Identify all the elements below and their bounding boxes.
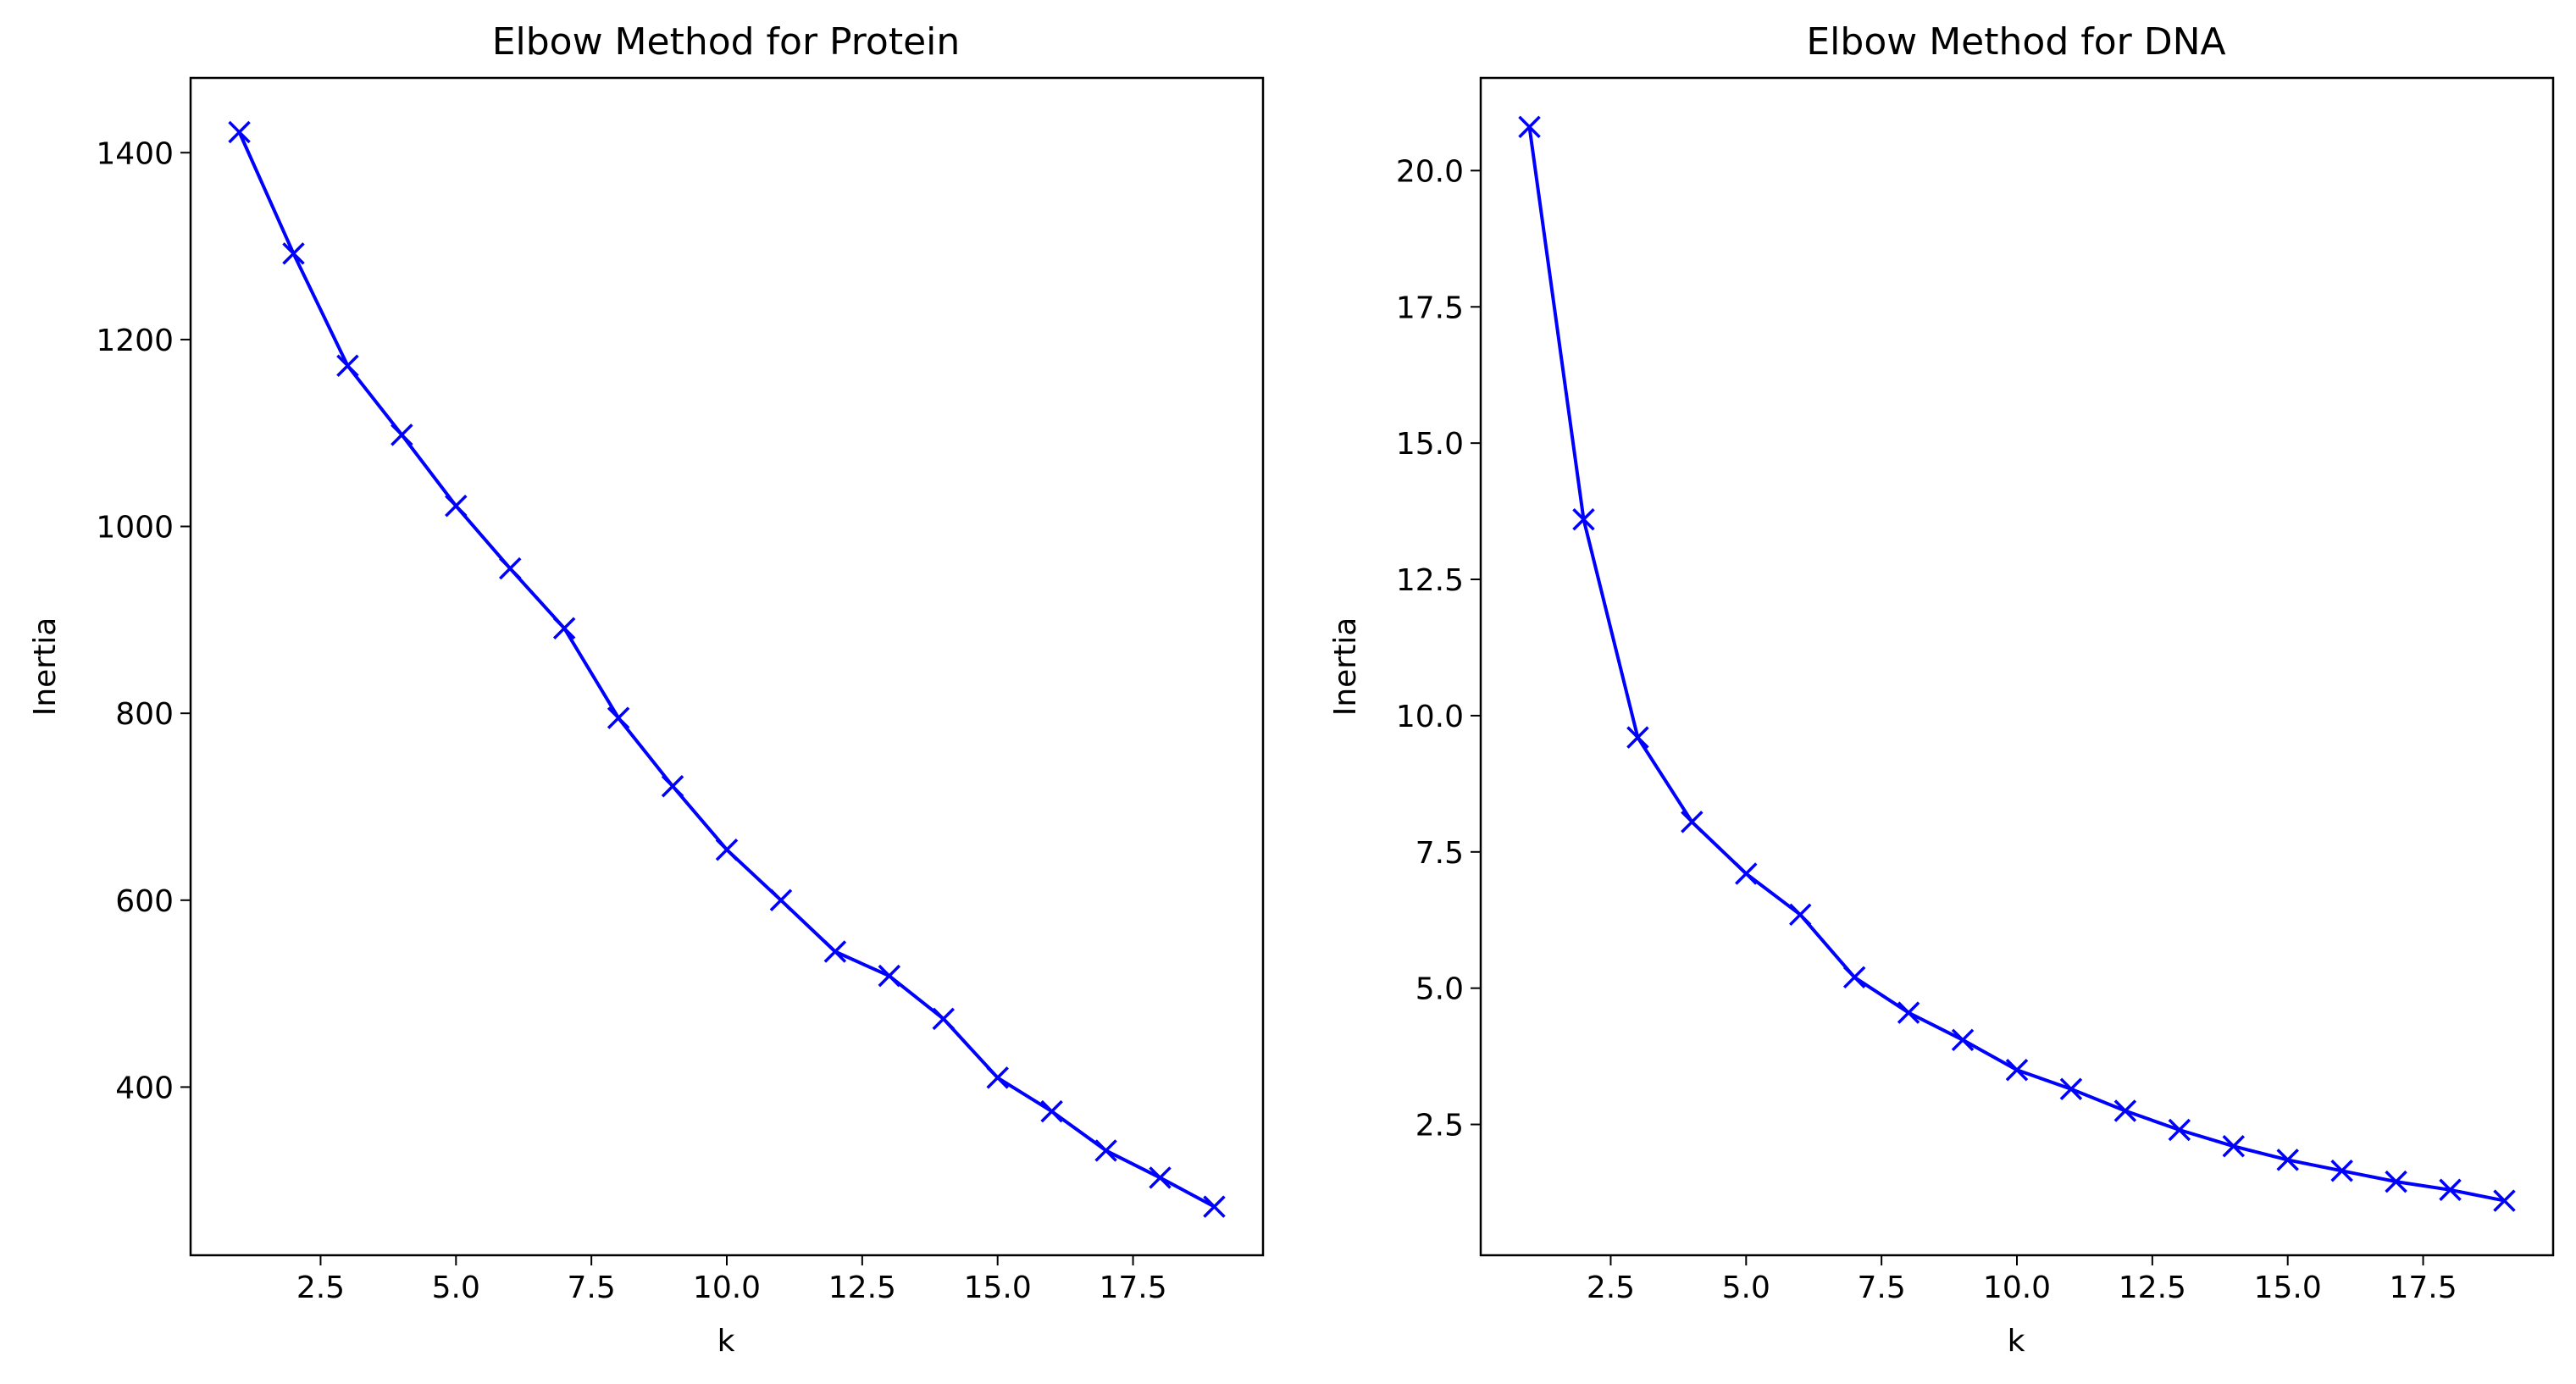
dna-x-tick-label: 15.0 xyxy=(2254,1271,2322,1305)
dna-data-point xyxy=(2493,1189,2516,1212)
dna-x-tick-label: 10.0 xyxy=(1983,1271,2051,1305)
dna-data-point xyxy=(1897,1001,1920,1024)
dna-x-tick-label: 5.0 xyxy=(1722,1271,1770,1305)
dna-x-tick-label: 2.5 xyxy=(1587,1271,1635,1305)
dna-x-tick-label: 7.5 xyxy=(1858,1271,1906,1305)
protein-data-point xyxy=(282,242,305,265)
dna-data-point xyxy=(2168,1118,2191,1142)
protein-y-tick-label: 800 xyxy=(115,697,174,732)
dna-x-axis-label: k xyxy=(2008,1324,2025,1359)
protein-data-point xyxy=(336,354,359,378)
dna-data-point xyxy=(2330,1160,2353,1182)
protein-x-tick-label: 2.5 xyxy=(296,1271,345,1305)
protein-x-tick-label: 10.0 xyxy=(693,1271,761,1305)
protein-subplot: Elbow Method for Protein 2.5 5.0 7.5 10.0 12… xyxy=(28,20,1265,1359)
dna-y-tick-label: 7.5 xyxy=(1415,836,1464,871)
protein-data-point xyxy=(986,1066,1009,1089)
protein-data-point xyxy=(769,889,793,912)
protein-axes-frame xyxy=(189,76,1265,1257)
dna-data-point xyxy=(2439,1178,2462,1202)
dna-axes-frame xyxy=(1479,76,2555,1257)
dna-data-point xyxy=(2059,1077,2083,1100)
dna-y-tick-label: 5.0 xyxy=(1415,972,1464,1007)
dna-data-point xyxy=(1626,726,1649,749)
protein-x-tick-label: 12.5 xyxy=(828,1271,896,1305)
dna-data-point xyxy=(1518,115,1541,139)
dna-y-tick-label: 2.5 xyxy=(1415,1109,1464,1143)
protein-x-tick-label: 17.5 xyxy=(1099,1271,1166,1305)
protein-y-tick-label: 1400 xyxy=(96,136,174,171)
dna-data-point xyxy=(1842,966,1866,989)
dna-y-tick-label: 17.5 xyxy=(1396,291,1464,325)
protein-data-point xyxy=(823,940,847,963)
protein-data-point xyxy=(552,617,576,640)
protein-data-point xyxy=(1203,1195,1226,1218)
dna-y-tick-label: 20.0 xyxy=(1396,154,1464,189)
dna-data-point xyxy=(1789,903,1812,927)
dna-data-point xyxy=(2276,1149,2299,1171)
dna-data-point xyxy=(2005,1058,2029,1082)
protein-data-point xyxy=(607,706,630,729)
dna-data-point xyxy=(1572,508,1595,531)
dna-plot-area: 2.5 5.0 7.5 10.0 12.5 15.0 17.5 2.5 5.0 7.5 10.0 12… xyxy=(1396,115,2516,1305)
protein-data-point xyxy=(1149,1166,1172,1189)
dna-data-point xyxy=(2222,1135,2245,1158)
dna-y-axis-label: Inertia xyxy=(1328,617,1363,717)
dna-subplot: Elbow Method for DNA 2.5 5.0 7.5 10.0 12.5 15… xyxy=(1328,20,2555,1359)
protein-data-point xyxy=(715,838,739,861)
protein-y-tick-label: 600 xyxy=(115,884,174,919)
dna-x-tick-label: 12.5 xyxy=(2119,1271,2186,1305)
protein-x-axis-label: k xyxy=(717,1324,735,1359)
protein-y-axis-label: Inertia xyxy=(28,617,63,717)
protein-data-point xyxy=(228,120,251,144)
dna-title: Elbow Method for DNA xyxy=(1806,20,2225,64)
protein-y-tick-label: 1000 xyxy=(96,511,174,545)
dna-data-point xyxy=(2113,1099,2137,1122)
protein-data-point xyxy=(661,774,684,798)
protein-plot-area: 2.5 5.0 7.5 10.0 12.5 15.0 17.5 400 600 800 1000 12… xyxy=(96,120,1226,1305)
protein-data-point xyxy=(1094,1139,1117,1162)
dna-y-tick-label: 12.5 xyxy=(1396,563,1464,598)
dna-y-tick-label: 10.0 xyxy=(1396,700,1464,734)
protein-title: Elbow Method for Protein xyxy=(492,20,961,64)
dna-x-tick-label: 17.5 xyxy=(2389,1271,2457,1305)
dna-data-point xyxy=(2385,1170,2407,1193)
protein-y-tick-label: 400 xyxy=(115,1071,174,1105)
protein-x-tick-label: 7.5 xyxy=(568,1271,616,1305)
dna-data-point xyxy=(1951,1028,1975,1052)
protein-data-point xyxy=(1040,1099,1063,1123)
protein-y-tick-label: 1200 xyxy=(96,324,174,358)
dna-data-point xyxy=(1735,862,1758,885)
protein-x-tick-label: 15.0 xyxy=(964,1271,1032,1305)
dna-data-point xyxy=(1681,811,1703,833)
protein-data-point xyxy=(499,556,522,580)
protein-data-point xyxy=(878,964,901,988)
dna-y-tick-label: 15.0 xyxy=(1396,427,1464,462)
protein-x-tick-label: 5.0 xyxy=(432,1271,480,1305)
protein-data-point xyxy=(932,1007,955,1031)
protein-data-point xyxy=(391,424,413,446)
protein-data-point xyxy=(445,495,468,518)
